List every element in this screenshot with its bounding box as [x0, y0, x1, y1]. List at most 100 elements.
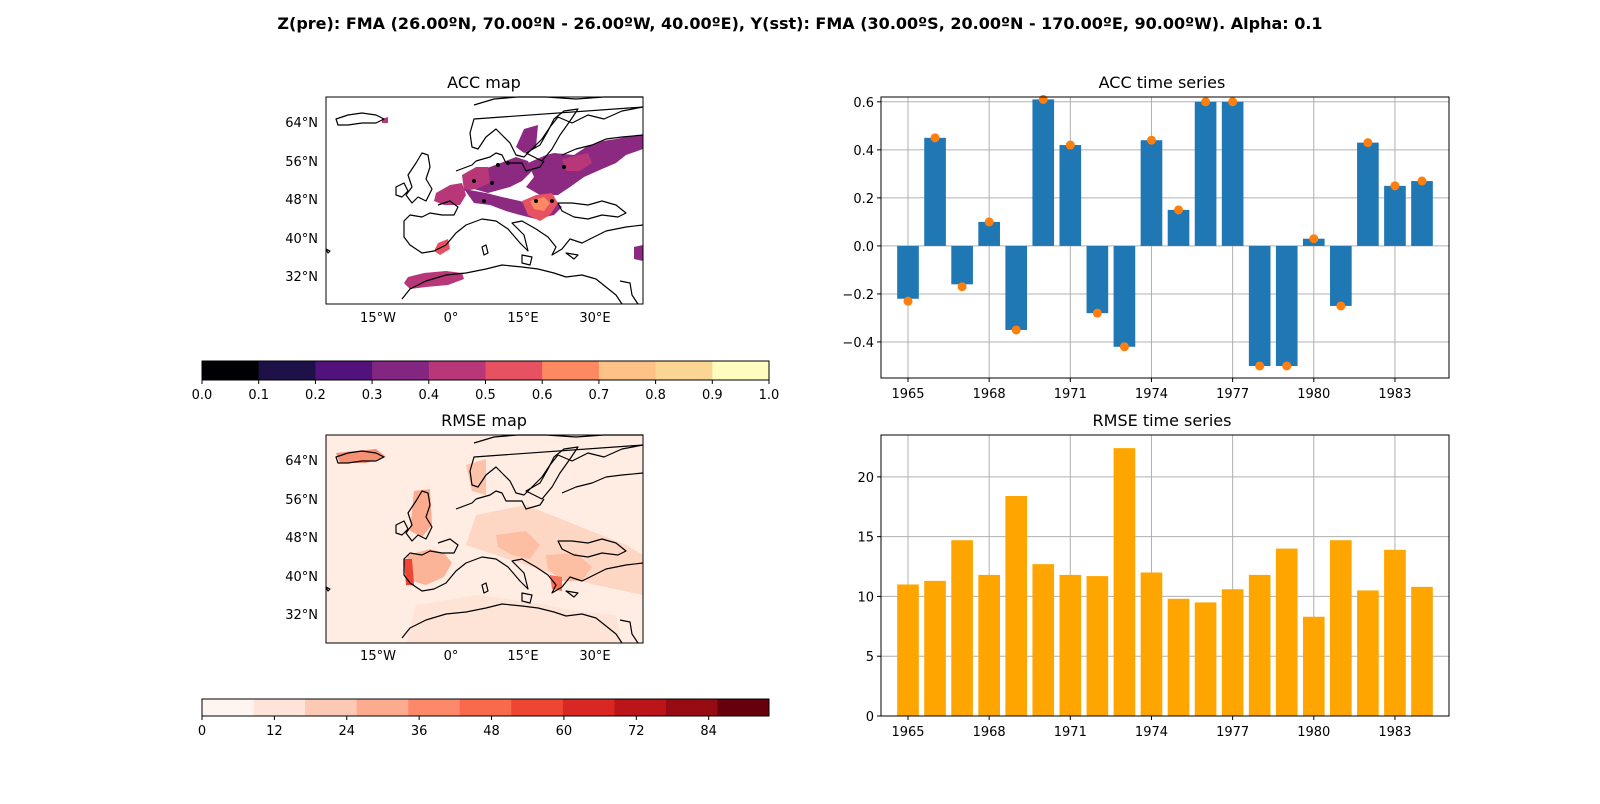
acc-ts-xtick-label: 1968: [973, 387, 1006, 402]
acc-map-panel: ACC map: [192, 73, 780, 403]
acc-ts-bar: [1248, 245, 1271, 366]
acc-ts-ytick-label: 0.0: [853, 240, 874, 255]
acc-map-ytick: 32°N: [285, 270, 318, 285]
rmse-map-title: RMSE map: [441, 411, 527, 430]
acc-ts-point: [1201, 97, 1211, 107]
acc-ts-bar: [1005, 245, 1028, 330]
rmse-colorbar-swatch: [665, 699, 718, 716]
rmse-coastlines: [325, 434, 644, 644]
rmse-colorbar-swatch: [717, 699, 770, 716]
acc-ts-bar: [897, 245, 919, 299]
rmse-map-xtick: 0°: [444, 649, 459, 664]
acc-ts-bar: [1113, 245, 1136, 347]
rmse-ts-ytick-label: 5: [866, 650, 874, 665]
rmse-colorbar-swatch: [253, 699, 306, 716]
acc-ts-point: [1255, 361, 1265, 371]
acc-ts-bar: [1384, 185, 1406, 246]
acc-map-xticks: 15°W 0° 15°E 30°E: [360, 311, 611, 326]
rmse-colorbar-swatch: [459, 699, 512, 716]
acc-ts-point: [1092, 308, 1102, 318]
acc-colorbar-tick-label: 0.1: [248, 388, 269, 403]
rmse-ts-bar: [978, 574, 1000, 716]
acc-ts-point: [1282, 361, 1292, 371]
rmse-colorbar-tick-label: 60: [556, 724, 573, 739]
rmse-ts-bar: [1086, 576, 1109, 716]
rmse-map-ytick: 56°N: [285, 493, 318, 508]
acc-ts-bar: [951, 245, 973, 285]
acc-map-xtick: 15°E: [507, 311, 538, 326]
rmse-ts-frame: [880, 434, 1450, 717]
rmse-shading: [326, 435, 643, 643]
acc-ts-ytick-label: 0.2: [853, 192, 874, 207]
rmse-colorbar-tick-label: 0: [198, 724, 206, 739]
rmse-colorbar-tick-label: 72: [628, 724, 645, 739]
acc-colorbar-swatch: [542, 361, 600, 380]
rmse-ts-bar: [1248, 574, 1271, 716]
acc-significant-cells: [382, 117, 643, 289]
rmse-ts-bar: [1302, 616, 1325, 716]
rmse-colorbar-swatch: [356, 699, 409, 716]
acc-ts-ytick-label: −0.4: [842, 336, 874, 351]
acc-ts-point: [1146, 135, 1156, 145]
acc-ts-bar: [1411, 181, 1433, 246]
acc-ts-xtick-label: 1980: [1297, 387, 1330, 402]
acc-map-ytick: 64°N: [285, 116, 318, 131]
rmse-map-panel: RMSE map: [198, 411, 770, 739]
rmse-time-series-panel: RMSE time series 1965 1968 1971 1974 1977 198…: [857, 411, 1450, 740]
rmse-ts-bar: [1113, 448, 1136, 716]
acc-colorbar-swatch: [372, 361, 430, 380]
rmse-ts-ytick-label: 20: [857, 471, 874, 486]
acc-map-ytick: 48°N: [285, 193, 318, 208]
acc-ts-point: [1174, 205, 1184, 215]
rmse-ts-bar: [951, 540, 973, 716]
rmse-ts-bar: [1275, 548, 1298, 716]
rmse-colorbar-tick-label: 24: [338, 724, 355, 739]
acc-ts-bar: [978, 221, 1000, 246]
acc-colorbar-swatch: [598, 361, 657, 380]
rmse-map-frame: [325, 434, 644, 644]
acc-ts-bar: [1032, 99, 1055, 246]
acc-colorbar-tick-label: 0.0: [192, 388, 213, 403]
acc-colorbar-swatch: [315, 361, 373, 380]
rmse-colorbar-swatch: [305, 699, 358, 716]
acc-colorbar-tick-label: 1.0: [759, 388, 780, 403]
acc-ts-xtick-label: 1971: [1054, 387, 1087, 402]
acc-ts-xtick-label: 1965: [891, 387, 924, 402]
acc-coastlines: [325, 96, 644, 305]
rmse-map-ytick: 32°N: [285, 608, 318, 623]
rmse-colorbar-swatch: [562, 699, 615, 716]
acc-ts-bar: [1357, 142, 1379, 246]
rmse-ts-bar: [1032, 564, 1055, 716]
acc-colorbar-tick-label: 0.7: [589, 388, 610, 403]
acc-ts-point: [903, 296, 913, 306]
rmse-map-plot: [325, 434, 644, 644]
rmse-ts-title: RMSE time series: [1093, 411, 1232, 430]
acc-ts-xtick-label: 1983: [1378, 387, 1411, 402]
rmse-map-yticks: 64°N 56°N 48°N 40°N 32°N: [285, 454, 318, 623]
rmse-map-ytick: 48°N: [285, 531, 318, 546]
rmse-map-ytick: 40°N: [285, 570, 318, 585]
acc-ts-bar: [1275, 245, 1298, 366]
acc-ts-point: [1119, 342, 1129, 352]
acc-ts-bar: [1086, 245, 1109, 314]
rmse-colorbar-outline: [201, 698, 770, 717]
acc-ts-title: ACC time series: [1099, 73, 1226, 92]
rmse-ts-bar: [1194, 602, 1217, 716]
acc-map-yticks: 64°N 56°N 48°N 40°N 32°N: [285, 116, 318, 285]
acc-ts-bar: [1140, 140, 1163, 246]
rmse-ts-bar: [1411, 586, 1433, 716]
rmse-map-ytick: 64°N: [285, 454, 318, 469]
acc-ts-point: [1011, 325, 1021, 335]
acc-map-xtick: 30°E: [579, 311, 610, 326]
rmse-colorbar-swatch: [511, 699, 564, 716]
figure-title: Z(pre): FMA (26.00ºN, 70.00ºN - 26.00ºW,…: [277, 14, 1322, 33]
acc-colorbar-tick-label: 0.5: [475, 388, 496, 403]
acc-ts-point: [1363, 138, 1373, 148]
acc-ts-point: [1336, 301, 1346, 311]
rmse-ts-xtick-label: 1971: [1054, 725, 1087, 740]
rmse-colorbar-swatch: [408, 699, 461, 716]
acc-significance-dots: [472, 161, 566, 203]
acc-ts-point: [957, 282, 967, 292]
acc-ts-ytick-label: 0.6: [853, 96, 874, 111]
rmse-ts-bar: [1221, 589, 1244, 716]
